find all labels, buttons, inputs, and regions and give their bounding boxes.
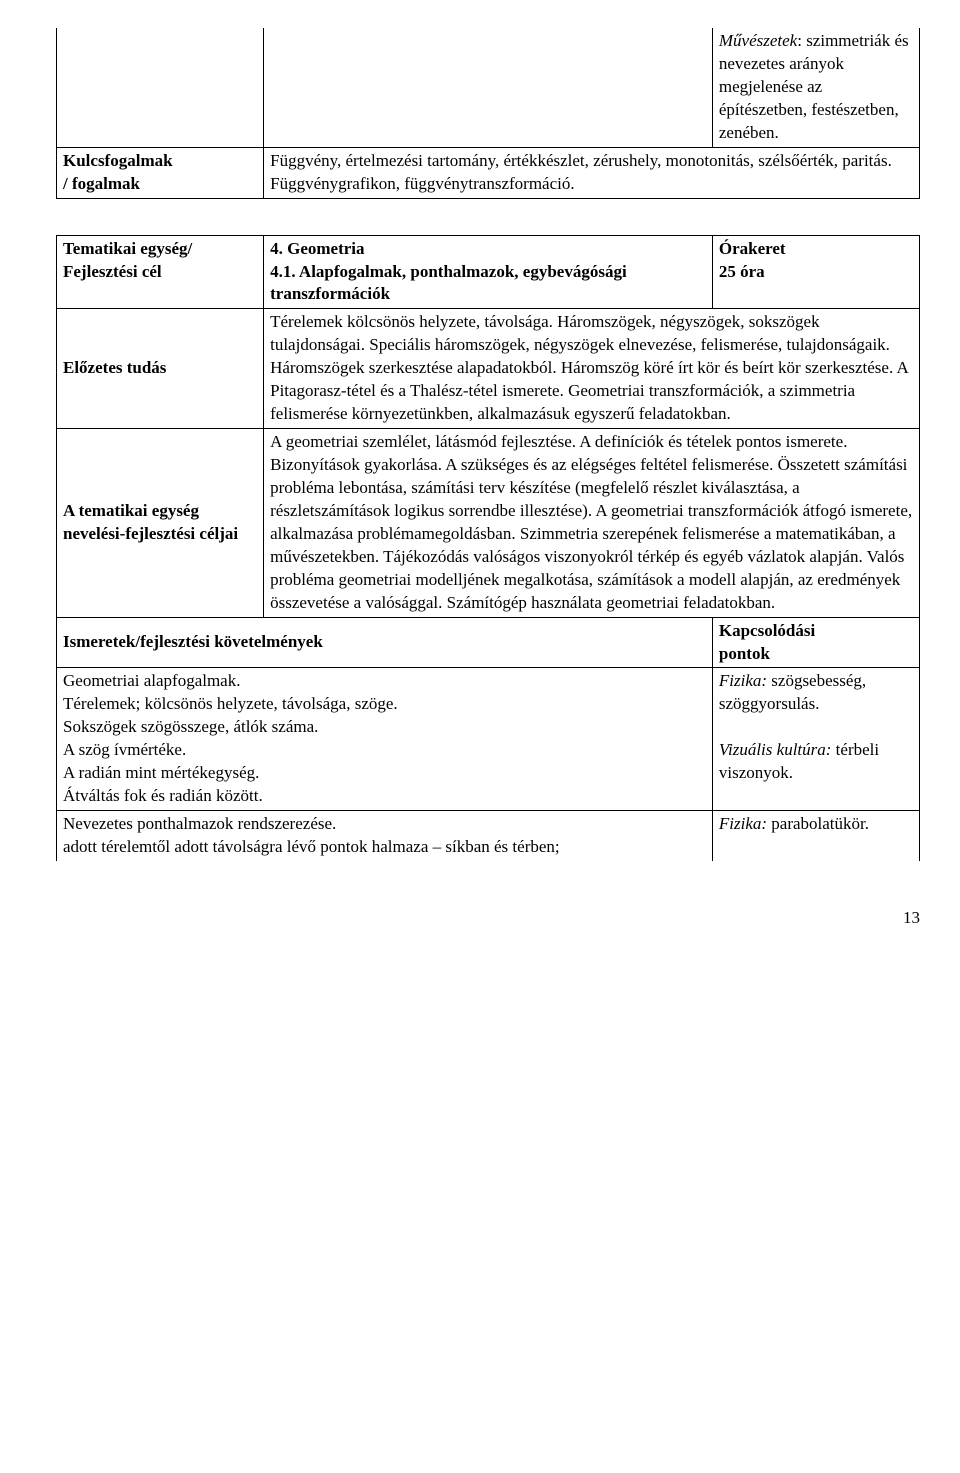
fizika-t2: parabolatükör. (767, 814, 869, 833)
kulcsfogalmak-line1: Kulcsfogalmak (63, 150, 257, 173)
cell-empty-mid (264, 28, 713, 147)
kulcsfogalmak-body: Függvény, értelmezési tartomány, értékké… (270, 150, 913, 196)
kapcsolodasi-l2: pontok (719, 643, 913, 666)
nevelesi-body: A geometriai szemlélet, látásmód fejlesz… (270, 431, 913, 615)
cell-kulcsfogalmak-text: Függvény, értelmezési tartomány, értékké… (264, 147, 920, 198)
page-number: 13 (56, 907, 920, 930)
kapcsolodasi-l1: Kapcsolódási (719, 620, 913, 643)
np-l2: adott térelemtől adott távolságra lévő p… (63, 836, 706, 859)
cell-orakeret: Órakeret 25 óra (712, 235, 919, 309)
muveszetek-italic: Művészetek (719, 31, 797, 50)
np-l1: Nevezetes ponthalmazok rendszerezése. (63, 813, 706, 836)
ismeretek-header: Ismeretek/fejlesztési követelmények (63, 631, 706, 654)
table-tematikai: Tematikai egység/ Fejlesztési cél 4. Geo… (56, 235, 920, 861)
elozetes-label: Előzetes tudás (63, 357, 257, 380)
geometria-l2: 4.1. Alapfogalmak, ponthalmazok, egybevá… (270, 261, 706, 307)
cell-tematikai-label: Tematikai egység/ Fejlesztési cél (57, 235, 264, 309)
orakeret-l1: Órakeret (719, 238, 913, 261)
ga-l6: Átváltás fok és radián között. (63, 785, 706, 808)
cell-kapcs-parabolatukor: Fizika: parabolatükör. (712, 811, 919, 861)
cell-ismeretek-header: Ismeretek/fejlesztési követelmények (57, 617, 713, 668)
cell-kapcsolodasi-header: Kapcsolódási pontok (712, 617, 919, 668)
ga-l3: Sokszögek szögösszege, átlók száma. (63, 716, 706, 739)
cell-elozetes-text: Térelemek kölcsönös helyzete, távolsága.… (264, 309, 920, 429)
geometria-l1: 4. Geometria (270, 238, 706, 261)
fizika-i1: Fizika: (719, 671, 767, 690)
table-kulcsfogalmak: Művészetek: szimmetriák és nevezetes ará… (56, 28, 920, 199)
ga-l2: Térelemek; kölcsönös helyzete, távolsága… (63, 693, 706, 716)
spacer (56, 199, 920, 235)
elozetes-body: Térelemek kölcsönös helyzete, távolsága.… (270, 311, 913, 426)
ga-l4: A szög ívmértéke. (63, 739, 706, 762)
cell-nevezetes-ponthalmazok: Nevezetes ponthalmazok rendszerezése. ad… (57, 811, 713, 861)
nevelesi-label: A tematikai egység nevelési-fejlesztési … (63, 500, 257, 546)
ga-l1: Geometriai alapfogalmak. (63, 670, 706, 693)
tematikai-l2: Fejlesztési cél (63, 261, 257, 284)
cell-kapcs-fizika-vizkult: Fizika: szögsebesség, szöggyorsulás. Viz… (712, 668, 919, 811)
cell-kulcsfogalmak-label: Kulcsfogalmak / fogalmak (57, 147, 264, 198)
cell-geom-alapfogalmak: Geometriai alapfogalmak. Térelemek; kölc… (57, 668, 713, 811)
cell-empty-left (57, 28, 264, 147)
ga-l5: A radián mint mértékegység. (63, 762, 706, 785)
orakeret-l2: 25 óra (719, 261, 913, 284)
kulcsfogalmak-line2: / fogalmak (63, 173, 257, 196)
cell-geometria-title: 4. Geometria 4.1. Alapfogalmak, ponthalm… (264, 235, 713, 309)
cell-nevelesi-label: A tematikai egység nevelési-fejlesztési … (57, 429, 264, 618)
vizkult-i2: Vizuális kultúra: (719, 740, 832, 759)
cell-nevelesi-text: A geometriai szemlélet, látásmód fejlesz… (264, 429, 920, 618)
tematikai-l1: Tematikai egység/ (63, 238, 257, 261)
cell-muveszetek: Művészetek: szimmetriák és nevezetes ará… (712, 28, 919, 147)
cell-elozetes-label: Előzetes tudás (57, 309, 264, 429)
fizika-i2: Fizika: (719, 814, 767, 833)
